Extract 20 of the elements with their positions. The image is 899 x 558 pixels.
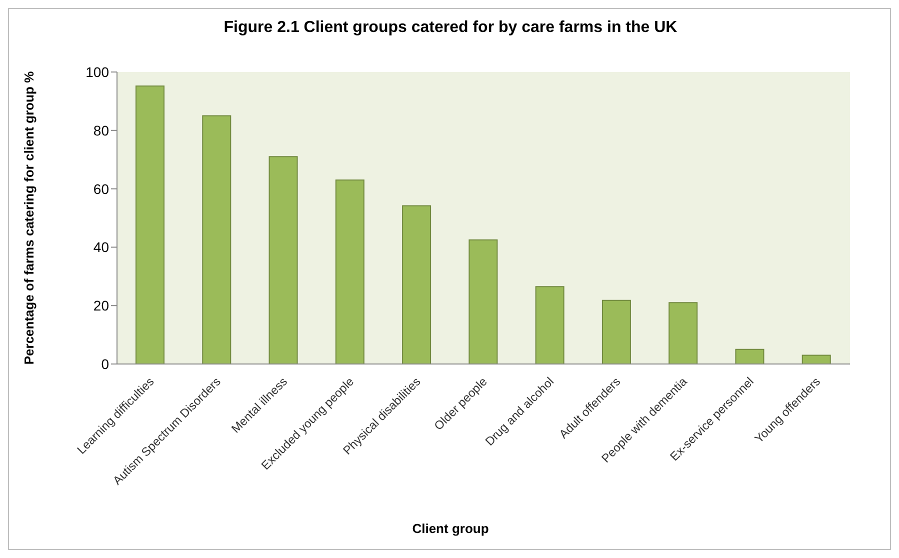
- y-tick-label: 20: [93, 298, 110, 314]
- bar: [535, 286, 564, 364]
- bar: [402, 205, 432, 364]
- bar: [602, 300, 631, 364]
- y-tick-label: 0: [101, 356, 110, 372]
- bar: [468, 239, 498, 364]
- y-tick-label: 40: [93, 239, 110, 256]
- y-tick-label: 80: [93, 122, 110, 138]
- bar: [202, 115, 232, 364]
- chart-title: Figure 2.1 Client groups catered for by care farms in the UK: [222, 19, 678, 37]
- y-tick-label: 60: [93, 180, 110, 197]
- y-axis-title: Percentage of farms catering for client group %: [22, 70, 37, 365]
- bar: [268, 156, 298, 364]
- bar: [802, 354, 831, 364]
- x-axis-title: Client group: [411, 521, 490, 536]
- bar: [735, 348, 764, 364]
- bar: [335, 180, 364, 364]
- bar: [136, 86, 164, 364]
- bar: [668, 302, 698, 364]
- y-tick-label: 100: [86, 64, 110, 80]
